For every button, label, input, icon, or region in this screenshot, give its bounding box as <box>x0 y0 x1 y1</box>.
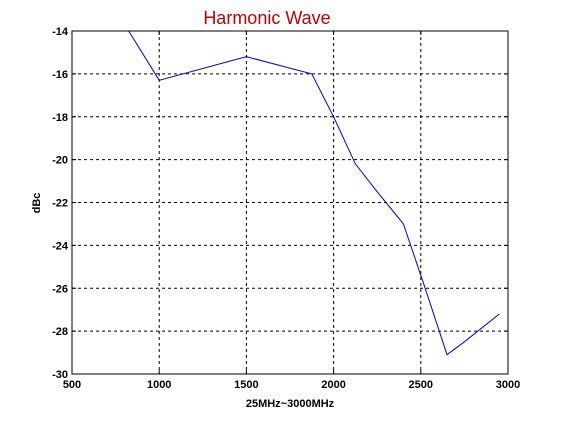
y-tick-label: -16 <box>52 69 68 81</box>
series-line <box>128 31 500 356</box>
y-tick-label: -20 <box>52 155 68 167</box>
y-tick-labels: -30 -28 -26 -24 -22 -20 -18 -16 -14 <box>52 26 69 381</box>
x-axis-label: 25MHz~3000MHz <box>246 398 335 410</box>
y-tick-label: -14 <box>52 26 69 38</box>
series-layer <box>128 31 500 356</box>
x-tick-label: 1500 <box>234 379 258 391</box>
x-tick-labels: 500 1000 1500 2000 2500 3000 <box>63 379 520 391</box>
grid-lines <box>72 31 508 374</box>
chart-title: Harmonic Wave <box>203 8 330 28</box>
x-tick-label: 2500 <box>409 379 433 391</box>
x-tick-label: 3000 <box>496 379 520 391</box>
x-tick-label: 500 <box>63 379 81 391</box>
y-tick-label: -24 <box>52 240 69 252</box>
y-tick-label: -26 <box>52 283 68 295</box>
x-tick-label: 1000 <box>147 379 171 391</box>
y-axis-label: dBc <box>31 193 43 214</box>
tick-marks <box>71 30 509 375</box>
y-tick-label: -30 <box>52 369 68 381</box>
x-tick-label: 2000 <box>321 379 345 391</box>
y-tick-label: -18 <box>52 112 68 124</box>
y-tick-label: -22 <box>52 198 68 210</box>
y-tick-label: -28 <box>52 326 68 338</box>
